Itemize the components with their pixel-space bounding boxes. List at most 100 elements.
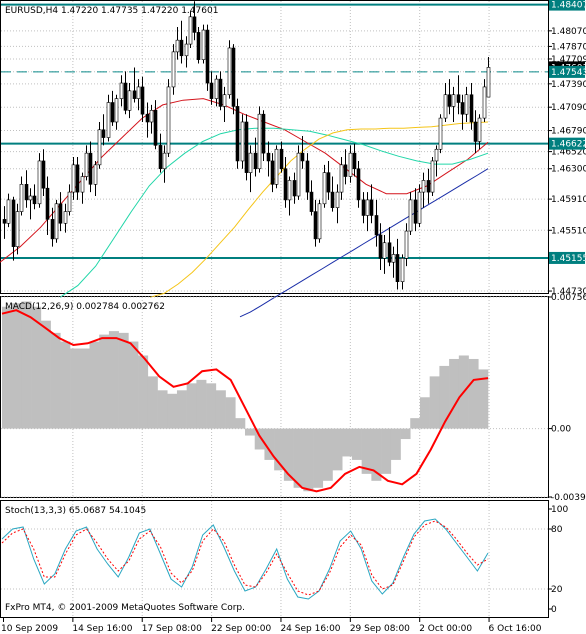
candle-body bbox=[2, 219, 7, 224]
candle-body bbox=[279, 148, 284, 170]
macd-bar bbox=[361, 428, 372, 474]
macd-bar bbox=[206, 383, 217, 429]
candle-body bbox=[348, 152, 353, 177]
candle-body bbox=[387, 242, 392, 263]
main-grid bbox=[1, 1, 548, 293]
stoch-title: Stoch(13,3,3) 65.0687 54.1045 bbox=[5, 506, 146, 516]
macd-bar bbox=[390, 428, 401, 460]
macd-y-label: 0.007562 bbox=[551, 293, 586, 303]
candle-body bbox=[309, 191, 314, 212]
macd-bar bbox=[274, 428, 285, 471]
candle-body bbox=[188, 16, 193, 45]
candle-body bbox=[326, 172, 331, 193]
candle-body bbox=[166, 86, 171, 154]
macd-bar bbox=[147, 376, 158, 429]
candle-body bbox=[305, 160, 310, 193]
stoch-y-label: 0 bbox=[551, 605, 557, 615]
macd-bar bbox=[11, 303, 22, 429]
macd-bar bbox=[128, 341, 139, 429]
candle-body bbox=[101, 129, 106, 138]
macd-bar bbox=[264, 428, 275, 460]
candle-body bbox=[41, 160, 46, 189]
candle-body bbox=[222, 94, 227, 107]
macd-bar bbox=[381, 428, 392, 474]
candle-body bbox=[296, 152, 301, 197]
y-tick-label: 1.46790 bbox=[551, 127, 586, 137]
x-tick-label: 10 Sep 2009 bbox=[1, 624, 58, 634]
candle-body bbox=[482, 86, 487, 119]
candle-body bbox=[261, 113, 266, 154]
candle-body bbox=[184, 43, 189, 57]
y-tick-label: 1.48070 bbox=[551, 27, 586, 37]
candle-body bbox=[400, 258, 405, 283]
candle-body bbox=[119, 82, 124, 99]
macd-bar bbox=[40, 320, 51, 429]
level-label-box bbox=[549, 137, 585, 150]
candle-body bbox=[464, 94, 469, 115]
candle-body bbox=[317, 203, 322, 240]
candle-body bbox=[339, 164, 344, 193]
macd-signal-line bbox=[1, 309, 489, 493]
macd-bar bbox=[303, 428, 314, 492]
candle-body bbox=[37, 160, 42, 205]
candle-body bbox=[456, 94, 461, 103]
candle-body bbox=[404, 230, 409, 259]
candle-body bbox=[136, 86, 141, 99]
macd-bar bbox=[2, 306, 13, 429]
macd-bar bbox=[478, 369, 489, 429]
macd-bar bbox=[118, 332, 129, 429]
stoch-grid bbox=[1, 501, 548, 617]
stoch-y-label: 100 bbox=[551, 505, 568, 515]
candle-body bbox=[97, 129, 102, 166]
candle-body bbox=[110, 102, 115, 123]
candle-body bbox=[15, 211, 20, 247]
macd-bar bbox=[79, 348, 90, 429]
macd-bar bbox=[235, 418, 246, 429]
macd-bar bbox=[419, 397, 430, 429]
candle-body bbox=[80, 176, 85, 193]
dashed-level-label: 1.47543 bbox=[551, 68, 586, 78]
moving-average-line bbox=[59, 127, 489, 298]
candle-body bbox=[335, 191, 340, 208]
level-label: 1.46622 bbox=[551, 140, 586, 150]
candle-body bbox=[486, 67, 491, 98]
candle-body bbox=[266, 152, 271, 162]
candle-body bbox=[395, 254, 400, 283]
candle-body bbox=[473, 121, 478, 142]
x-tick-label: 22 Sep 00:00 bbox=[211, 624, 271, 634]
stoch-y-label: 20 bbox=[551, 585, 563, 595]
candle-body bbox=[45, 187, 50, 220]
candle-body bbox=[11, 199, 16, 247]
candle-body bbox=[149, 110, 154, 123]
x-tick-label: 2 Oct 00:00 bbox=[419, 624, 472, 634]
candle-body bbox=[270, 160, 275, 185]
copyright-text: FxPro MT4, © 2001-2009 MetaQuotes Softwa… bbox=[5, 603, 245, 613]
candle-body bbox=[153, 110, 158, 146]
y-tick-label: 1.46300 bbox=[551, 165, 586, 175]
candle-body bbox=[374, 215, 379, 236]
macd-signal-line bbox=[1, 309, 489, 493]
macd-bar bbox=[313, 428, 324, 488]
candle-body bbox=[469, 94, 474, 123]
candle-body bbox=[67, 191, 72, 212]
candle-body bbox=[93, 164, 98, 185]
support-resistance-lines bbox=[1, 3, 548, 259]
candle-body bbox=[145, 113, 150, 123]
time-axis: 10 Sep 2009 14 Sep 16:00 17 Sep 08:00 22 Se… bbox=[1, 618, 542, 634]
macd-bar bbox=[60, 341, 71, 429]
level-label-box bbox=[549, 0, 585, 11]
candle-body bbox=[75, 164, 80, 193]
y-tick-label: 1.47390 bbox=[551, 80, 586, 90]
x-tick-label: 24 Sep 16:00 bbox=[280, 624, 340, 634]
candle-body bbox=[214, 78, 219, 99]
macd-bar bbox=[70, 348, 81, 429]
candle-body bbox=[227, 47, 232, 96]
level-label: 1.45155 bbox=[551, 254, 586, 264]
macd-bar bbox=[108, 331, 119, 429]
candle-body bbox=[257, 113, 262, 170]
candle-body bbox=[162, 152, 167, 170]
candle-body bbox=[283, 168, 288, 201]
macd-bar bbox=[468, 358, 479, 429]
candle-body bbox=[477, 117, 482, 142]
candle-body bbox=[231, 47, 236, 107]
